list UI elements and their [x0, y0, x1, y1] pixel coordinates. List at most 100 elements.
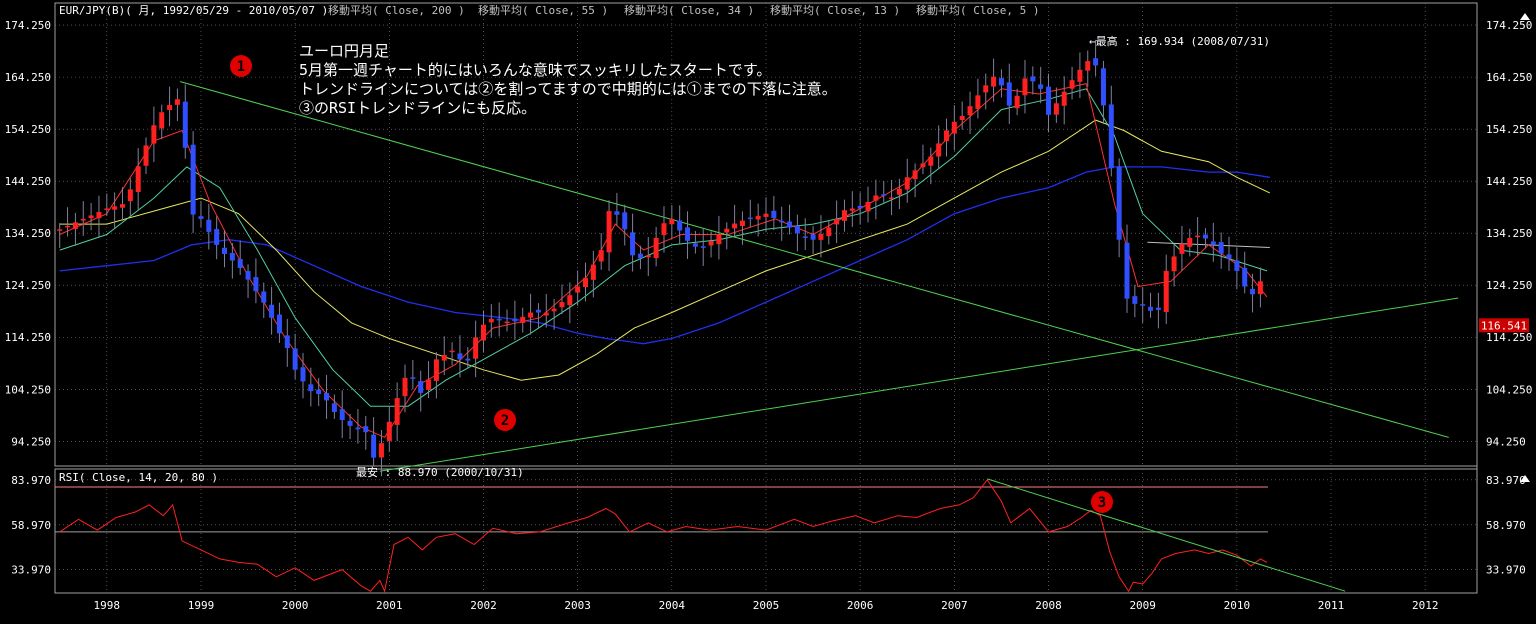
marker-2: 2 [494, 409, 516, 431]
candle-body [488, 318, 494, 323]
candle-body [841, 210, 847, 221]
candle-body [1226, 254, 1232, 259]
candle-body [331, 403, 337, 412]
candle-body [1038, 84, 1044, 89]
y-tick-label-right: 164.250 [1486, 71, 1532, 84]
candle-body [1187, 237, 1193, 247]
legend-ma-5: 移動平均( Close, 5 ) [916, 3, 1039, 17]
candle-body [873, 195, 879, 201]
candle-body [567, 295, 573, 306]
candle-body [426, 379, 432, 390]
candle-body [685, 227, 691, 241]
candle-body [1242, 267, 1248, 287]
x-tick-label: 2001 [376, 599, 403, 612]
y-tick-label-right: 144.250 [1486, 175, 1532, 188]
candle-body [473, 337, 479, 359]
axis-label-layer: 1998 1999 2000 2001 2002 2003 2004 2005 2006 2007… [5, 19, 1533, 612]
candle-body [802, 236, 808, 238]
candle-body [237, 258, 243, 269]
candle-body [1163, 270, 1169, 312]
candle-body [763, 213, 769, 217]
candle-body [724, 228, 730, 233]
candle-body [316, 389, 322, 395]
candle-body [739, 220, 745, 227]
candle-body [991, 76, 997, 87]
candle-body [104, 208, 110, 210]
rsi-scroll-arrow-icon[interactable] [1520, 475, 1530, 482]
candle-body [1171, 256, 1177, 272]
trendline-2 [379, 297, 1459, 472]
candle-body [261, 291, 267, 303]
candle-body [1132, 296, 1138, 304]
candle-body [528, 312, 534, 318]
candle-body [1257, 281, 1263, 295]
candle-body [269, 304, 275, 318]
candle-body [1069, 80, 1075, 89]
note-line-1: ユーロ円月足 [299, 42, 389, 60]
candle-body [520, 316, 526, 323]
rsi-tick-label-left: 83.970 [11, 474, 51, 487]
candle-body [826, 227, 832, 237]
y-tick-label-left: 104.250 [5, 383, 51, 396]
x-tick-label: 2011 [1318, 599, 1345, 612]
candle-body [645, 255, 651, 258]
x-tick-label: 2004 [659, 599, 686, 612]
candle-body [849, 208, 855, 211]
candle-body [355, 427, 361, 430]
note-line-4: ③のRSIトレンドラインにも反応。 [299, 99, 536, 117]
ma-5-line [59, 83, 1268, 439]
rsi-tick-label-right: 33.970 [1486, 564, 1526, 577]
candle-body [198, 216, 204, 219]
note-line-3: トレンドラインについては②を割ってますので中期的には①までの下落に注意。 [299, 80, 837, 98]
candle-body [378, 443, 384, 458]
candle-body [1202, 234, 1208, 239]
candle-body [1155, 307, 1161, 310]
candle-body [386, 421, 392, 441]
candle-body [410, 377, 416, 379]
scroll-up-arrow-icon[interactable] [1520, 13, 1530, 20]
svg-text:1: 1 [237, 59, 245, 75]
candle-body [708, 241, 714, 246]
x-tick-label: 2002 [470, 599, 497, 612]
candle-body [363, 426, 369, 433]
candle-body [661, 223, 667, 236]
candle-body [936, 143, 942, 157]
candle-body [732, 223, 738, 229]
candle-body [606, 211, 612, 253]
y-tick-label-left: 164.250 [5, 71, 51, 84]
candle-body [253, 277, 259, 292]
candle-body [88, 215, 94, 219]
candle-body [167, 105, 173, 111]
candle-body [96, 211, 102, 219]
trendline-layer [180, 81, 1459, 472]
candle-body [943, 130, 949, 142]
svg-text:116.541: 116.541 [1481, 319, 1527, 332]
y-tick-label-right: 174.250 [1486, 19, 1532, 32]
candle-body [794, 225, 800, 234]
x-tick-label: 1999 [188, 599, 215, 612]
x-tick-label: 2007 [941, 599, 968, 612]
candle-body [174, 99, 180, 105]
candle-body [222, 247, 228, 255]
x-tick-label: 2008 [1035, 599, 1062, 612]
candle-body [818, 233, 824, 240]
grid-layer [55, 3, 1477, 593]
candle-body [983, 85, 989, 93]
candle-body [182, 101, 188, 148]
y-tick-label-right: 134.250 [1486, 227, 1532, 240]
svg-text:2: 2 [501, 413, 509, 429]
candle-body [889, 197, 895, 200]
legend-ma-55: 移動平均( Close, 55 ) [478, 3, 608, 17]
candle-body [465, 358, 471, 361]
y-tick-label-left: 154.250 [5, 123, 51, 136]
rsi-tick-label-left: 58.970 [11, 519, 51, 532]
candle-body [669, 218, 675, 225]
candle-body [300, 367, 306, 382]
candle-body [614, 211, 620, 215]
candle-body [371, 434, 377, 458]
y-tick-label-right: 114.250 [1486, 331, 1532, 344]
candle-body [637, 253, 643, 259]
candle-body [1077, 69, 1083, 82]
candle-body [779, 220, 785, 223]
